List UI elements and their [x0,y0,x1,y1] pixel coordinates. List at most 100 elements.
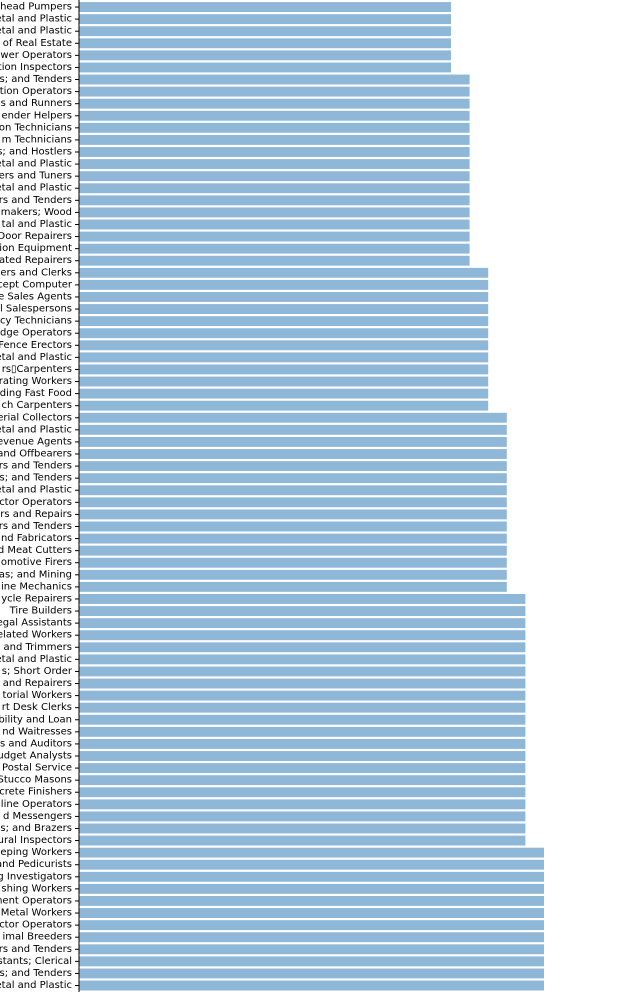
bar [79,932,544,943]
bar [79,751,526,761]
y-tick-label: dge Operators [0,328,72,339]
bar [79,871,544,882]
y-tick-label: s and Runners [1,98,72,109]
bar [79,557,507,568]
bar [79,412,507,423]
bar [79,62,451,73]
y-tick-label: rating Workers [0,376,72,387]
bar [79,352,489,363]
y-tick-label: s; and Brazers [0,823,72,834]
bar [79,364,489,375]
y-tick-label: ding Fast Food [0,388,72,399]
y-tick-label: ural Inspectors [0,835,72,846]
bar [79,545,507,556]
y-tick-label: udget Analysts [0,751,72,762]
bar [79,847,544,858]
y-tick-label: s; and Tenders [0,74,72,85]
bar [79,279,489,290]
bar [79,436,507,447]
y-tick-label: head Pumpers [0,2,72,13]
bar [79,400,489,411]
bar [79,183,470,194]
bar [79,738,526,749]
bar [79,642,526,653]
bar [79,690,526,701]
y-tick-label: crete Finishers [0,787,72,798]
y-tick-label: etal and Plastic [0,14,72,25]
y-tick-label: bility and Loan [0,714,72,725]
bar [79,775,526,786]
bar [79,243,470,254]
y-tick-label: m Technicians [2,134,72,145]
bar [79,50,451,61]
y-tick-label: s; and Hostlers [0,147,72,158]
y-tick-label: Tire Builders [9,606,72,617]
bars-group [79,2,544,991]
bar [79,485,507,496]
y-tick-label: etal and Plastic [0,485,72,496]
bar [79,304,489,314]
y-tick-label: and Repairers [3,678,72,689]
y-tick-label: etal and Plastic [0,352,72,363]
y-tick-label: d Meat Cutters [0,545,72,556]
bar [79,896,544,906]
bar [79,606,526,616]
y-tick-label: e Sales Agents [0,291,72,302]
y-tick-label: cy Technicians [0,316,72,327]
y-tick-label: nd Waitresses [2,726,72,737]
bar [79,26,451,37]
bar [79,231,470,242]
y-tick-label: ctor Operators [0,497,72,508]
y-tick-label: and Offbearers [0,449,72,460]
y-tick-label: rs and Tenders [0,461,72,472]
bar [79,811,526,822]
bar [79,473,507,484]
y-tick-label: evenue Agents [0,436,72,447]
y-tick-label: Metal Workers [1,908,72,919]
bar [79,835,526,846]
y-tick-label: Door Repairers [0,231,72,242]
y-tick-label: of Real Estate [3,38,72,49]
y-tick-label: g Investigators [0,871,72,882]
bar [79,521,507,532]
bar [79,763,526,774]
y-tick-label: ycle Repairers [1,593,72,604]
y-tick-label: etal and Plastic [0,980,72,991]
bar [79,859,544,870]
bar [79,388,489,399]
bar [79,533,507,544]
y-tick-label: elated Workers [0,630,72,641]
y-tick-label: rs and Tenders [0,521,72,532]
y-tick-label: cept Computer [0,279,73,290]
y-tick-label: ion Equipment [0,243,72,254]
bar [79,38,451,49]
bar [79,376,489,387]
y-tick-label: imal Breeders [3,932,72,943]
bar [79,328,489,339]
bar [79,134,470,145]
y-tick-label: erial Collectors [0,412,72,423]
y-tick-label: and Trimmers [4,642,72,653]
y-tick-label: as; and Mining [0,569,72,580]
y-tick-label: rs and Tenders [0,944,72,955]
y-tick-label: nd Fabricators [1,533,72,544]
bar [79,726,526,737]
y-tick-label: s; and Tenders [0,473,72,484]
bar [79,461,507,472]
y-tick-label: d Messengers [3,811,72,822]
bar [79,581,507,592]
y-tick-label: rs▯Carpenters [2,364,72,375]
y-tick-label: Postal Service [2,763,72,774]
bar [79,678,526,689]
bar [79,340,489,351]
y-tick-label: etal and Plastic [0,159,72,170]
y-tick-label: ine Mechanics [1,581,72,592]
bar [79,654,526,665]
bar [79,968,544,979]
bar [79,594,526,604]
y-tick-label: wer Operators [0,50,72,61]
bar [79,424,507,435]
bar [79,122,470,133]
y-tick-label: rt Desk Clerks [2,702,72,713]
y-tick-label: ch Carpenters [2,400,72,411]
